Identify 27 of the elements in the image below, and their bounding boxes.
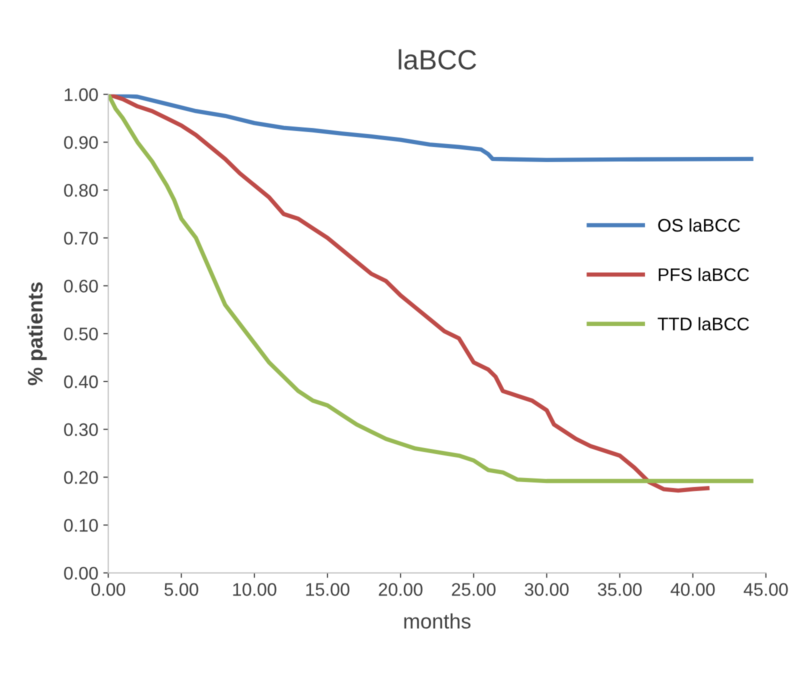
x-tick-label: 40.00 [670, 583, 715, 596]
x-axis-title: months [404, 613, 470, 629]
y-tick-label: 0.50 [64, 328, 98, 340]
y-tick-label: 0.40 [64, 375, 98, 388]
y-tick-label: 0.00 [64, 566, 98, 580]
x-tick-label: 45.00 [744, 583, 788, 596]
x-tick-label: 35.00 [598, 583, 642, 596]
legend-label: TTD laBCC [658, 317, 749, 330]
y-tick-label: 0.20 [64, 471, 98, 484]
x-tick-label: 5.00 [164, 583, 198, 596]
x-tick-label: 0.00 [91, 583, 126, 596]
y-axis-title: % patients [27, 282, 47, 386]
x-tick-label: 25.00 [452, 583, 496, 596]
chart-title: laBCC [398, 49, 476, 70]
legend-label: PFS laBCC [658, 268, 749, 282]
x-tick-label: 20.00 [378, 583, 422, 596]
x-tick-label: 10.00 [233, 583, 276, 596]
y-tick-label: 0.90 [64, 136, 98, 149]
x-tick-label: 30.00 [524, 583, 569, 596]
y-tick-label: 1.00 [64, 88, 98, 102]
y-tick-label: 0.30 [64, 423, 98, 436]
x-tick-label: 15.00 [306, 583, 350, 596]
y-tick-label: 0.80 [64, 184, 98, 197]
y-tick-label: 0.70 [64, 232, 98, 245]
y-tick-label: 0.60 [64, 280, 98, 292]
y-tick-label: 0.10 [64, 518, 98, 532]
legend-label: OS laBCC [658, 218, 740, 232]
